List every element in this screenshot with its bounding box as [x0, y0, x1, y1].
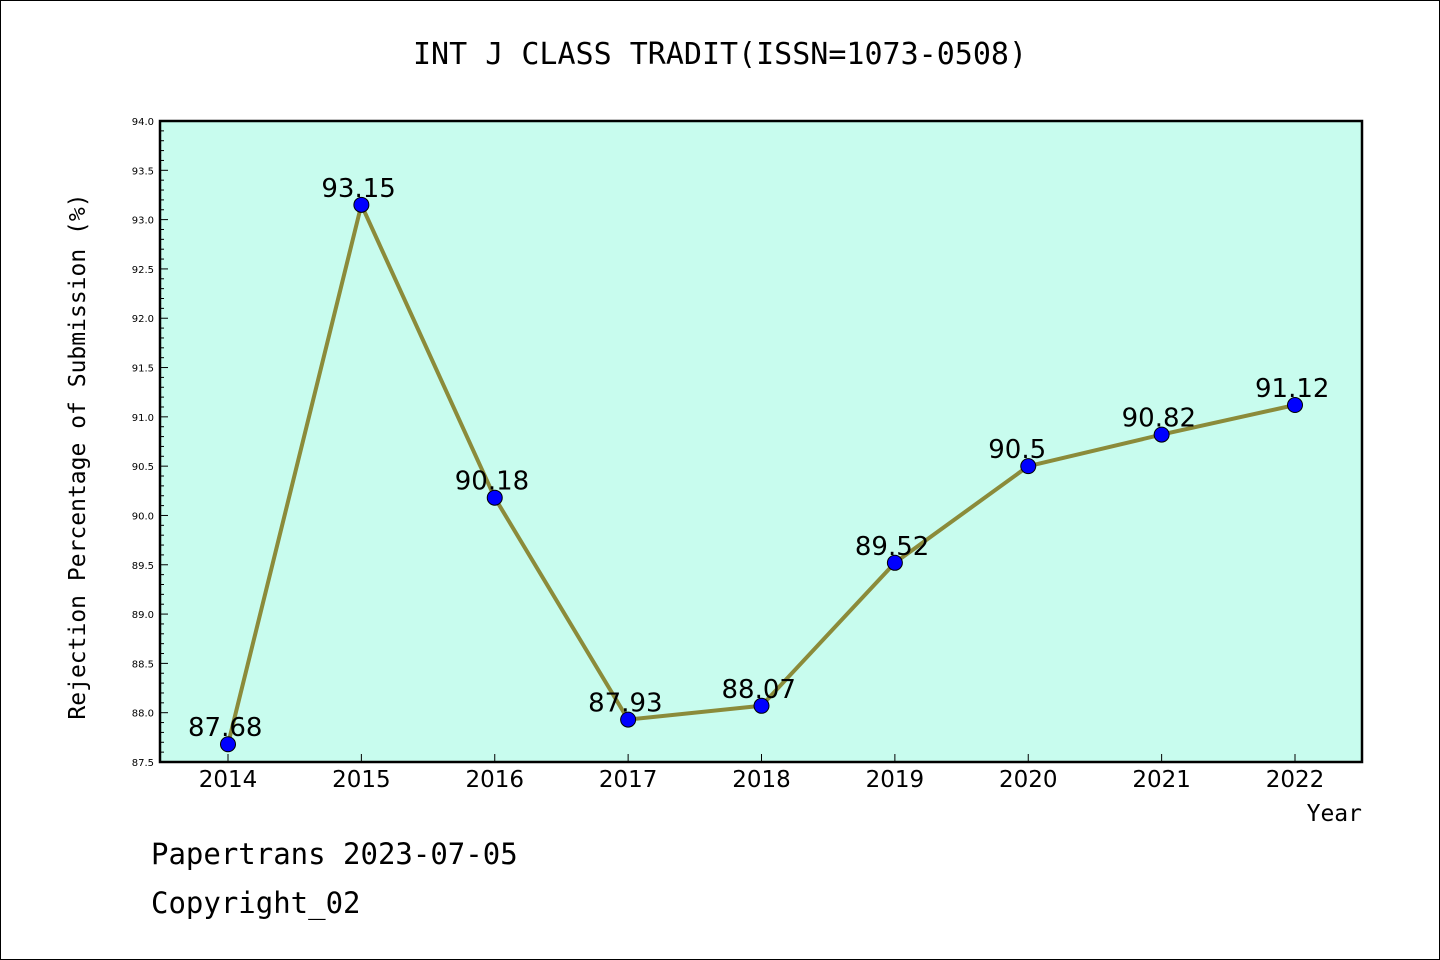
x-tick-label: 2016: [465, 767, 524, 793]
data-points: [220, 196, 1303, 753]
x-tick-label: 2014: [199, 767, 258, 793]
x-axis: 2014 2015 2016 2017 2018 2019 2020 2021 2022: [199, 754, 1325, 793]
x-axis-label: Year: [1307, 801, 1362, 827]
data-point: [486, 489, 503, 506]
data-point: [1287, 397, 1303, 414]
data-labels: 87.68 93.15 90.18 87.93 88.07 89.52 90.5 90.82 9…: [188, 174, 1329, 743]
data-label: 88.07: [722, 675, 796, 705]
data-label: 91.12: [1255, 374, 1329, 404]
data-point: [1020, 458, 1037, 475]
y-tick-label: 88.0: [132, 709, 154, 720]
y-tick-label: 87.5: [132, 758, 154, 769]
data-label: 89.52: [855, 532, 929, 562]
y-tick-label: 90.0: [132, 511, 154, 522]
data-point: [1153, 426, 1170, 443]
data-label: 87.68: [188, 713, 262, 743]
data-label: 90.18: [455, 467, 529, 497]
y-tick-label: 93.5: [132, 166, 154, 177]
data-label: 90.82: [1122, 404, 1196, 434]
y-tick-label: 91.0: [132, 413, 154, 424]
y-tick-label: 93.0: [132, 216, 154, 227]
x-tick-label: 2019: [866, 767, 925, 793]
y-tick-label: 94.0: [132, 117, 154, 128]
chart-title: INT J CLASS TRADIT(ISSN=1073-0508): [412, 37, 1028, 72]
y-tick-label: 90.5: [132, 462, 154, 473]
y-tick-label: 91.5: [132, 364, 154, 375]
x-tick-label: 2017: [599, 767, 658, 793]
y-tick-label: 89.5: [132, 561, 154, 572]
x-tick-label: 2020: [999, 767, 1058, 793]
y-tick-label: 89.0: [132, 610, 154, 621]
data-point: [886, 554, 903, 571]
data-point: [620, 711, 637, 728]
data-point: [753, 697, 770, 714]
y-axis-label: Rejection Percentage of Submission (%): [65, 193, 91, 719]
x-tick-label: 2018: [732, 767, 791, 793]
data-label: 90.5: [988, 435, 1046, 465]
footer-date: Papertrans 2023-07-05: [151, 837, 518, 871]
data-point: [353, 196, 370, 213]
footer-copyright: Copyright_02: [151, 886, 361, 920]
x-tick-label: 2021: [1132, 767, 1191, 793]
x-tick-label: 2015: [332, 767, 391, 793]
data-label: 93.15: [321, 174, 395, 204]
data-label: 87.93: [588, 689, 662, 719]
y-tick-label: 88.5: [132, 659, 154, 670]
plot-border: [158, 119, 1364, 764]
y-tick-label: 92.5: [132, 265, 154, 276]
data-point: [220, 736, 236, 753]
y-tick-label: 92.0: [132, 314, 154, 325]
x-tick-label: 2022: [1266, 767, 1325, 793]
plot-area: [160, 121, 1362, 762]
y-axis: 87.5 88.0 88.5 89.0 89.5 90.0 90.5 91.0 91.5 92.0…: [132, 117, 168, 769]
